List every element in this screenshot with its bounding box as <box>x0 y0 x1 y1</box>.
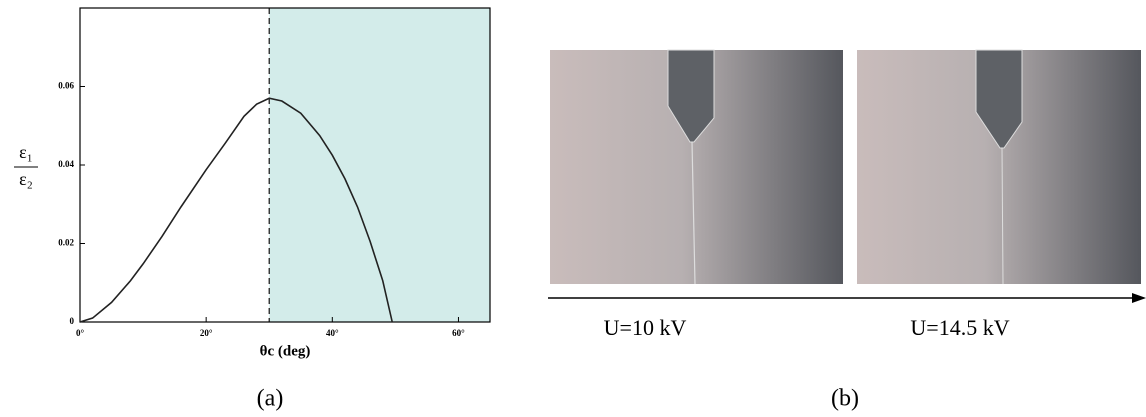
y-tick-label: 0.06 <box>58 81 74 91</box>
shaded-region <box>269 8 490 322</box>
y-axis-label: ε₁ <box>19 142 33 162</box>
arrow <box>548 293 1146 303</box>
caption: U=14.5 kV <box>910 315 1009 340</box>
x-tick-label: 0° <box>76 328 85 338</box>
y-axis-label: ε₂ <box>19 169 33 189</box>
caption: U=10 kV <box>604 315 687 340</box>
y-tick-label: 0.04 <box>58 159 74 169</box>
y-tick-label: 0 <box>70 316 75 326</box>
photo-left <box>550 49 843 285</box>
panel-label: (a) <box>257 386 284 412</box>
x-tick-label: 60° <box>452 328 465 338</box>
x-tick-label: 20° <box>200 328 213 338</box>
y-tick-label: 0.02 <box>58 238 74 248</box>
x-axis-label: θc (deg) <box>260 343 311 359</box>
curve <box>79 97 394 323</box>
panel-label: (b) <box>831 386 859 412</box>
x-tick-label: 40° <box>326 328 339 338</box>
photo-right <box>857 49 1141 285</box>
